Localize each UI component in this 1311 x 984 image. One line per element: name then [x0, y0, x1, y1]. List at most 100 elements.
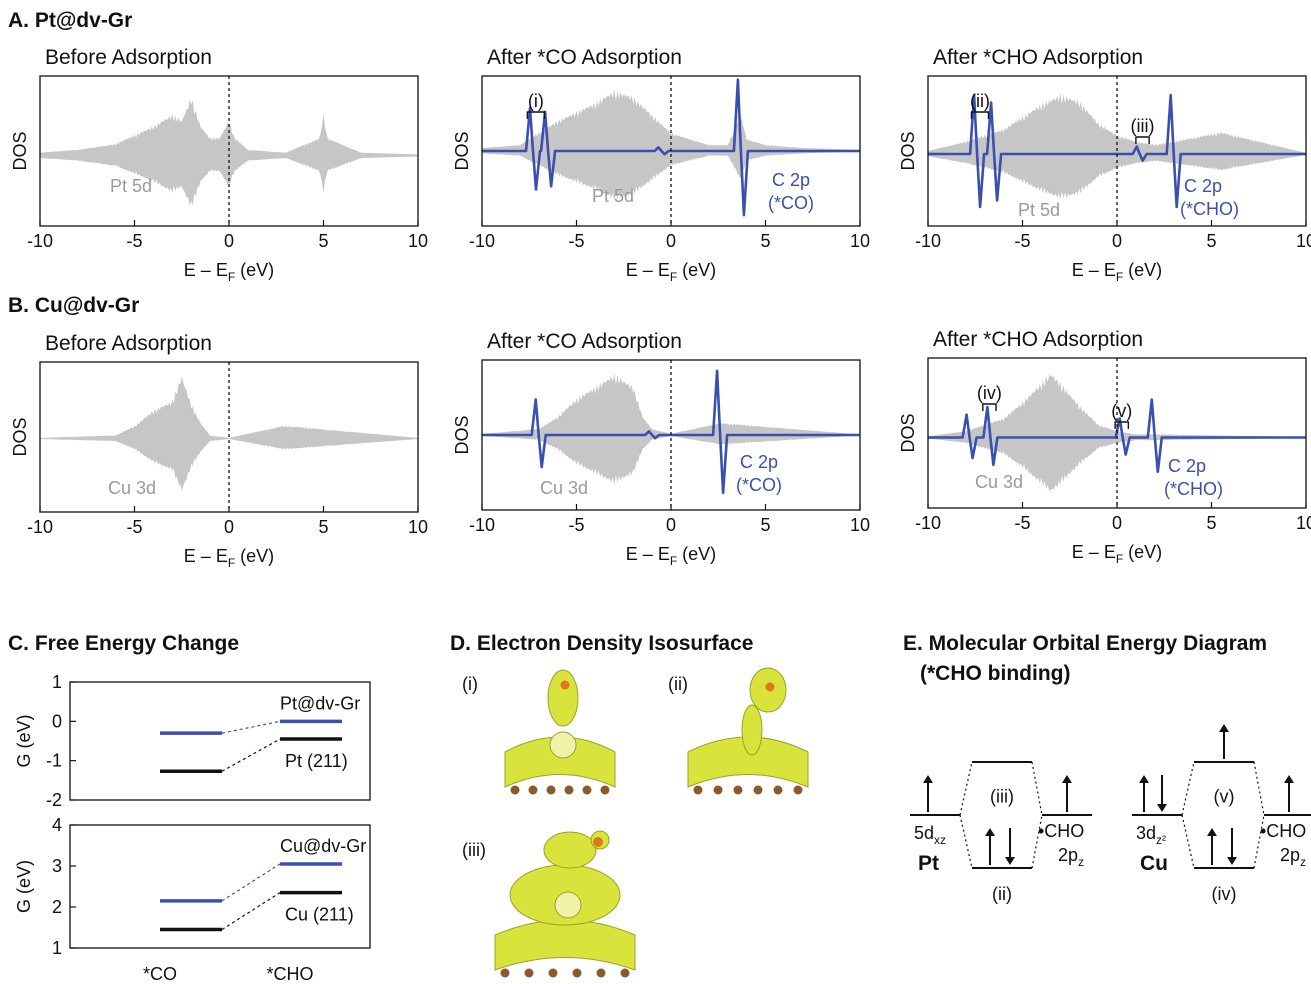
isosurface-panel: (i) (ii) (iii): [462, 667, 809, 978]
spin-up-arrowhead: [985, 828, 995, 836]
ligand-label: •CHO: [1260, 821, 1306, 841]
c2p-label: C 2p: [1184, 176, 1222, 196]
c2p-species-label: (*CHO): [1180, 199, 1239, 219]
x-axis-label: E – EF (eV): [1072, 542, 1162, 566]
correlation-line: [1031, 761, 1043, 816]
dos-area-metal: [40, 99, 418, 206]
dos-panel-b-after-cho: After *CHO Adsorption DOS -10 -5 0 5 10 E – EF …: [898, 328, 1311, 566]
metal-name: Cu: [1140, 852, 1168, 875]
x-tick-label: -10: [469, 231, 495, 251]
x-tick-label: -5: [568, 231, 584, 251]
dos-line-c2p: [482, 369, 860, 495]
plot-frame: [69, 824, 371, 949]
x-tick-label: 0: [224, 231, 234, 251]
x-tick-label: 0: [1112, 513, 1122, 533]
x-tick-label: 5: [318, 231, 328, 251]
panel-title: Before Adsorption: [45, 332, 212, 355]
energy-panel-pt: 1 0 -1 -2 G (eV) Pt@dv-Gr Pt (211): [14, 672, 371, 810]
series-label: Cu (211): [285, 905, 354, 925]
carbon-atom: [510, 785, 520, 795]
bonding-label: (iv): [1212, 884, 1237, 904]
x-tick-label: -5: [126, 517, 142, 537]
ligand-orbital-name: 2pz: [1280, 845, 1306, 869]
plot-frame: [69, 681, 371, 801]
peak-bracket: [1135, 136, 1150, 144]
y-axis-label: DOS: [10, 417, 30, 456]
dos-panel-b-after-co: After *CO Adsorption DOS -10 -5 0 5 10 E – EF (…: [452, 330, 870, 568]
c2p-species-label: (*CO): [768, 193, 814, 213]
peak-bracket: [1114, 421, 1130, 429]
peak-marker-label: (i): [528, 91, 544, 111]
carbon-atom: [524, 968, 534, 978]
peak-marker-label: (iii): [1131, 116, 1155, 136]
metal-orbital-name: 5dxz: [914, 823, 946, 847]
peak-marker-label: (v): [1111, 401, 1132, 421]
energy-connector: [221, 738, 281, 772]
peak-marker-label: (ii): [970, 91, 990, 111]
metal-orbital-name: 3dz²: [1136, 823, 1166, 847]
carbon-atom: [572, 968, 582, 978]
section-title-c: C. Free Energy Change: [8, 632, 239, 655]
correlation-line: [959, 761, 973, 816]
oxygen-atom: [765, 682, 775, 692]
y-axis-label: DOS: [898, 413, 918, 452]
y-tick-label: 4: [52, 815, 62, 835]
peak-marker-label: (iv): [977, 383, 1002, 403]
y-axis-label: G (eV): [14, 860, 34, 913]
graphene-isosurface-i: [504, 736, 616, 788]
x-tick-label: 10: [408, 231, 428, 251]
y-axis-label: DOS: [452, 415, 472, 454]
x-axis-label: E – EF (eV): [184, 546, 274, 570]
carbon-atom: [713, 785, 723, 795]
iso-label-i: (i): [462, 674, 478, 694]
x-tick-label: 10: [1296, 231, 1311, 251]
oxygen-atom: [560, 680, 570, 690]
metal-orbital-label: Pt 5d: [592, 186, 634, 206]
spin-up-arrowhead: [923, 775, 933, 783]
spin-down-arrowhead: [1227, 857, 1237, 865]
spin-up-arrowhead: [1139, 775, 1149, 783]
peak-bracket: [970, 111, 990, 119]
x-tick-label: 5: [318, 517, 328, 537]
carbon-atom: [773, 785, 783, 795]
y-tick-label: 2: [52, 897, 62, 917]
c2p-species-label: (*CO): [736, 475, 782, 495]
x-tick-label: 0: [1112, 231, 1122, 251]
correlation-line: [1031, 814, 1043, 869]
peak-bracket: [526, 111, 546, 119]
energy-panel-cu: 4 3 2 1 G (eV) Cu@dv-Gr Cu (211) *CO *CHO: [14, 815, 371, 984]
dos-line-c2p: [928, 398, 1306, 473]
metal-atom-isosurface: [554, 891, 582, 919]
x-tick-label: -5: [1014, 513, 1030, 533]
metal-orbital-label: Cu 3d: [975, 472, 1023, 492]
x-axis-label: E – EF (eV): [626, 544, 716, 568]
dos-panel-b-before: Before Adsorption DOS -10 -5 0 5 10 E – EF (eV)…: [10, 332, 428, 570]
y-tick-label: 1: [52, 672, 62, 692]
panel-title: After *CHO Adsorption: [933, 328, 1143, 351]
iso-label-iii: (iii): [462, 840, 486, 860]
dos-area-metal: [40, 376, 418, 491]
oxygen-atom: [593, 837, 603, 847]
carbon-atom: [620, 968, 630, 978]
spin-up-arrowhead: [1219, 724, 1229, 732]
dos-line-c2p: [482, 78, 860, 217]
spin-up-arrowhead: [1062, 775, 1072, 783]
y-tick-label: 1: [52, 938, 62, 958]
correlation-line: [1253, 761, 1265, 816]
y-tick-label: 3: [52, 856, 62, 876]
spin-up-arrowhead: [1284, 775, 1294, 783]
x-tick-label: -5: [568, 515, 584, 535]
carbon-atom: [582, 785, 592, 795]
x-tick-label: 0: [224, 517, 234, 537]
correlation-line: [1181, 761, 1195, 816]
series-label: Pt (211): [285, 751, 348, 771]
x-tick-label: -10: [915, 231, 941, 251]
carbon-atom: [564, 785, 574, 795]
c2p-label: C 2p: [740, 452, 778, 472]
spin-down-arrowhead: [1005, 857, 1015, 865]
x-tick-label: -10: [27, 517, 53, 537]
ligand-label: •CHO: [1038, 821, 1084, 841]
y-axis-label: DOS: [898, 131, 918, 170]
cho-isosurface-iii: [543, 831, 597, 869]
x-tick-label: 5: [760, 515, 770, 535]
